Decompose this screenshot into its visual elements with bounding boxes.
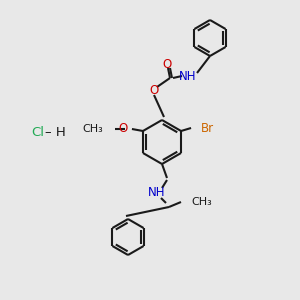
Text: CH₃: CH₃: [82, 124, 103, 134]
Text: O: O: [119, 122, 128, 136]
Text: NH: NH: [179, 70, 197, 83]
Text: O: O: [149, 85, 159, 98]
Text: – H: – H: [45, 125, 65, 139]
Text: O: O: [162, 58, 172, 70]
Text: NH: NH: [148, 187, 166, 200]
Text: Br: Br: [201, 122, 214, 134]
Text: CH₃: CH₃: [191, 197, 212, 207]
Text: Cl: Cl: [32, 125, 44, 139]
